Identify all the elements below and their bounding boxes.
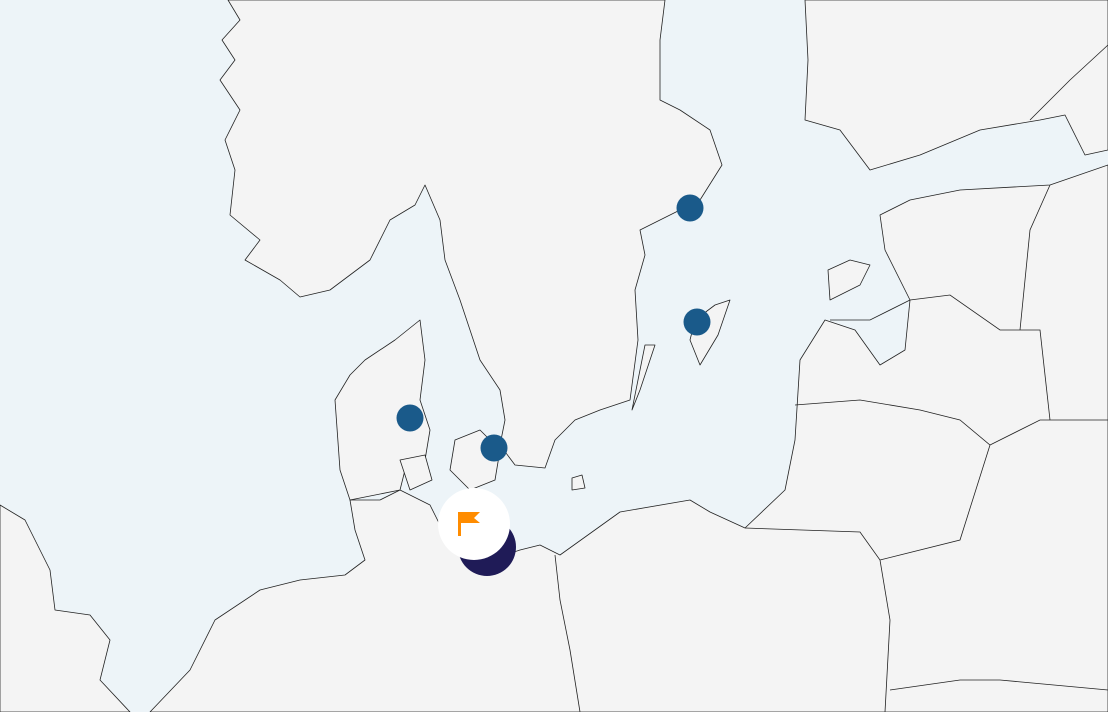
land-saaremaa [827,259,871,301]
flag-icon[interactable] [458,512,480,554]
map-marker-location-dot[interactable] [396,404,424,432]
land-funen [399,454,433,491]
map-marker-location-dot[interactable] [676,194,704,222]
land-oland [631,344,656,411]
flag-marker-background[interactable] [438,488,510,560]
land-finland [804,0,1108,171]
map-marker-location-dot[interactable] [683,308,711,336]
map-marker-location-dot[interactable] [480,434,508,462]
land-continent [149,164,1108,712]
land-bornholm [571,474,586,491]
country-borders [554,44,1108,712]
land-britain [0,504,131,712]
